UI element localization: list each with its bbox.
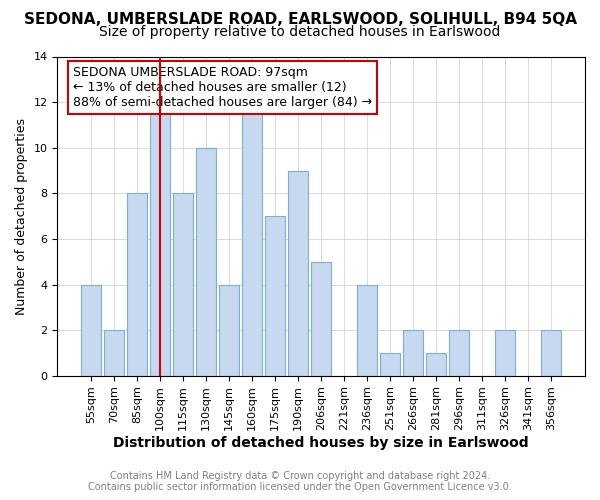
Bar [289, 170, 308, 376]
Bar [242, 102, 262, 376]
Y-axis label: Number of detached properties: Number of detached properties [15, 118, 28, 314]
Bar [220, 284, 239, 376]
Bar [196, 148, 216, 376]
Bar [358, 284, 377, 376]
Bar [173, 194, 193, 376]
Bar [541, 330, 561, 376]
Text: Size of property relative to detached houses in Earlswood: Size of property relative to detached ho… [100, 25, 500, 39]
Text: SEDONA, UMBERSLADE ROAD, EARLSWOOD, SOLIHULL, B94 5QA: SEDONA, UMBERSLADE ROAD, EARLSWOOD, SOLI… [23, 12, 577, 28]
Bar [265, 216, 285, 376]
Bar [403, 330, 423, 376]
Bar [496, 330, 515, 376]
Bar [82, 284, 101, 376]
Bar [151, 102, 170, 376]
Bar [449, 330, 469, 376]
Bar [311, 262, 331, 376]
Text: Contains HM Land Registry data © Crown copyright and database right 2024.
Contai: Contains HM Land Registry data © Crown c… [88, 471, 512, 492]
Bar [127, 194, 147, 376]
Text: SEDONA UMBERSLADE ROAD: 97sqm
← 13% of detached houses are smaller (12)
88% of s: SEDONA UMBERSLADE ROAD: 97sqm ← 13% of d… [73, 66, 373, 109]
Bar [104, 330, 124, 376]
Bar [380, 353, 400, 376]
X-axis label: Distribution of detached houses by size in Earlswood: Distribution of detached houses by size … [113, 436, 529, 450]
Bar [427, 353, 446, 376]
